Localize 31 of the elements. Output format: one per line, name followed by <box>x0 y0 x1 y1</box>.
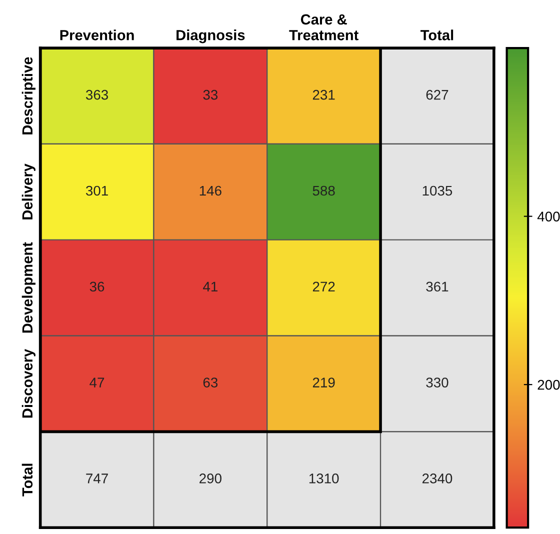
data-label: 301 <box>86 186 108 196</box>
y-tick-label: Descriptive <box>22 57 36 134</box>
text: 290 <box>200 474 222 484</box>
data-label: 272 <box>312 282 335 292</box>
data-label: 588 <box>312 186 335 196</box>
data-label: 47 <box>90 378 104 388</box>
x-tick-label: Diagnosis <box>176 30 245 44</box>
text: 627 <box>426 90 448 100</box>
data-label: 33 <box>203 90 218 100</box>
data-label: 146 <box>200 186 222 196</box>
data-label: 41 <box>203 282 218 292</box>
text: 2340 <box>422 474 452 484</box>
text: 1310 <box>309 474 339 484</box>
data-label: 36 <box>90 282 104 292</box>
data-label: 219 <box>312 378 335 388</box>
text: 1035 <box>422 186 452 196</box>
text: 747 <box>86 474 108 484</box>
y-tick-label: Total <box>22 464 33 496</box>
data-label: 231 <box>312 90 335 100</box>
color-bar-label: 200 <box>538 380 560 390</box>
text: 330 <box>426 378 448 388</box>
y-tick-label: Delivery <box>22 164 36 220</box>
x-tick-label: Prevention <box>60 30 134 40</box>
x-tick-label: Care & Treatment <box>289 14 358 40</box>
data-label: 63 <box>203 378 218 388</box>
x-tick-label: Total <box>420 30 454 40</box>
text: 361 <box>426 282 448 292</box>
color-bar-label: 400 <box>537 212 560 222</box>
y-tick-label: Discovery <box>22 348 36 418</box>
data-label: 363 <box>86 90 108 100</box>
y-tick-label: Development <box>22 242 36 333</box>
